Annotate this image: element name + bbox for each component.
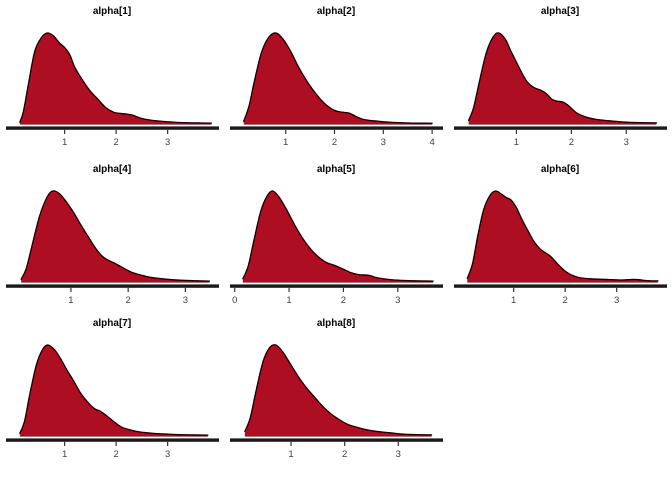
x-axis-tick-label: 3 xyxy=(396,449,401,460)
x-axis-line xyxy=(454,284,667,288)
x-axis-tick-label: 2 xyxy=(114,137,119,148)
x-axis-tick-label: 3 xyxy=(183,295,188,306)
density-plot-svg: 1 2 3 xyxy=(6,344,219,460)
density-plot-svg: 1 2 3 xyxy=(6,190,219,306)
x-axis-tick-label: 3 xyxy=(165,137,170,148)
density-outline xyxy=(19,32,213,124)
x-axis-line xyxy=(6,284,219,288)
x-axis-tick-label: 2 xyxy=(332,137,337,148)
x-axis-line xyxy=(230,126,443,130)
density-plot-svg: 1 2 3 xyxy=(454,190,667,306)
density-fill xyxy=(467,190,658,283)
x-axis-tick-label: 4 xyxy=(429,137,434,148)
density-plot-svg: 0 1 2 3 xyxy=(230,190,443,306)
density-outline xyxy=(244,344,433,436)
density-plot-svg: 1 2 3 4 xyxy=(230,32,443,148)
x-axis-tick-label: 1 xyxy=(62,449,67,460)
panel-alpha-6: alpha[6] 1 2 3 xyxy=(448,158,672,312)
x-axis-tick-label: 1 xyxy=(511,295,516,306)
x-axis-line xyxy=(230,284,443,288)
x-axis-tick-label: 1 xyxy=(283,137,288,148)
panel-alpha-5: alpha[5] 0 1 2 3 xyxy=(224,158,448,312)
x-axis-tick-label: 1 xyxy=(514,137,519,148)
x-axis-tick-label: 3 xyxy=(624,137,629,148)
x-axis-tick-label: 3 xyxy=(395,295,400,306)
density-outline xyxy=(242,190,434,282)
x-axis-tick-label: 3 xyxy=(381,137,386,148)
density-plot-svg: 1 2 3 xyxy=(454,32,667,148)
x-axis-tick-label: 2 xyxy=(569,137,574,148)
density-fill xyxy=(242,190,434,283)
panel-title: alpha[4] xyxy=(92,164,132,175)
x-axis-tick-label: 1 xyxy=(288,449,293,460)
x-axis-tick-label: 2 xyxy=(342,449,347,460)
x-axis-line xyxy=(230,438,443,442)
x-axis-line xyxy=(6,126,219,130)
density-plot-svg: 1 2 3 xyxy=(230,344,443,460)
panel-title: alpha[6] xyxy=(540,164,580,175)
x-axis-tick-label: 2 xyxy=(563,295,568,306)
x-axis-line xyxy=(6,438,219,442)
density-fill xyxy=(244,344,432,437)
density-outline xyxy=(467,32,658,124)
x-axis-tick-label: 0 xyxy=(232,295,237,306)
panel-title: alpha[2] xyxy=(316,6,356,17)
density-outline xyxy=(466,190,659,282)
density-plot-svg: 1 2 3 xyxy=(6,32,219,148)
panel-alpha-4: alpha[4] 1 2 3 xyxy=(0,158,224,312)
density-fill xyxy=(468,32,657,125)
panel-title: alpha[1] xyxy=(92,6,132,17)
density-outline xyxy=(20,190,211,282)
x-axis-tick-label: 3 xyxy=(614,295,619,306)
panel-alpha-1: alpha[1] 1 2 3 xyxy=(0,0,224,158)
density-fill xyxy=(243,32,433,125)
panel-title: alpha[3] xyxy=(540,6,580,17)
x-axis-tick-label: 1 xyxy=(286,295,291,306)
panel-alpha-8: alpha[8] 1 2 3 xyxy=(224,312,448,480)
panel-alpha-3: alpha[3] 1 2 3 xyxy=(448,0,672,158)
density-fill xyxy=(19,32,212,125)
panel-title: alpha[8] xyxy=(316,318,356,329)
x-axis-tick-label: 1 xyxy=(68,295,73,306)
panel-alpha-2: alpha[2] 1 2 3 4 xyxy=(224,0,448,158)
panel-alpha-7: alpha[7] 1 2 3 xyxy=(0,312,224,480)
x-axis-tick-label: 1 xyxy=(62,137,67,148)
density-fill xyxy=(21,190,210,283)
x-axis-line xyxy=(454,126,667,130)
x-axis-tick-label: 3 xyxy=(165,449,170,460)
x-axis-tick-label: 2 xyxy=(126,295,131,306)
density-outline xyxy=(19,344,209,436)
panel-title: alpha[7] xyxy=(92,318,132,329)
panel-title: alpha[5] xyxy=(316,164,356,175)
density-outline xyxy=(243,32,433,124)
density-fill xyxy=(19,345,208,437)
empty-grid-cell xyxy=(448,312,672,480)
x-axis-tick-label: 2 xyxy=(341,295,346,306)
x-axis-tick-label: 2 xyxy=(114,449,119,460)
